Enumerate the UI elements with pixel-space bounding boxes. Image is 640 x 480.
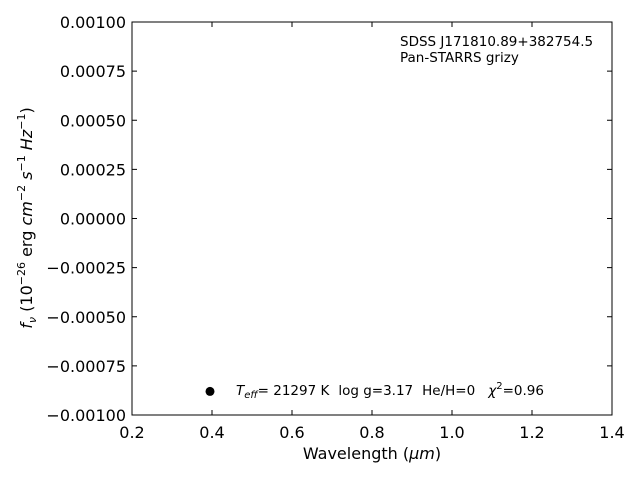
y-label-cm-exp: −2 [15,185,28,201]
x-axis-label: Wavelength (μm) [303,444,441,463]
object-name-label: SDSS J171810.89+382754.5 [400,34,593,50]
y-label-hz-exp: −1 [15,114,28,130]
y-tick-label: 0.00025 [60,160,126,179]
teff-subscript: eff [244,390,259,401]
x-axis-ticks: 0.2 0.4 0.6 0.8 1.0 1.2 1.4 [119,22,625,442]
heh-value: He/H=0 [422,383,475,399]
x-axis-label-main: Wavelength ( [303,444,409,463]
x-tick-label: 0.8 [359,423,384,442]
x-tick-label: 1.4 [599,423,624,442]
y-axis-label: fν (10−26 erg cm−2 s−1 Hz−1) [15,107,39,328]
y-tick-label: −0.00025 [46,259,126,278]
x-tick-label: 0.6 [279,423,304,442]
y-label-hz: Hz [17,129,36,155]
fit-parameters-label: Teff= 21297 K log g=3.17 He/H=0 χ2=0.96 [236,381,544,401]
chi-value: =0.96 [503,383,544,399]
x-axis-label-close: ) [435,444,441,463]
teff-symbol: T [236,383,246,399]
x-tick-label: 0.2 [119,423,144,442]
y-label-symbol-sub: ν [26,317,39,323]
logg-value: log g=3.17 [338,383,413,399]
y-axis-ticks: 0.00100 0.00075 0.00050 0.00025 0.00000 −0.00… [46,13,612,425]
teff-value: = 21297 K [258,383,331,399]
y-label-open: (10 [17,285,36,317]
y-tick-label: −0.00075 [46,357,126,376]
y-label-close: ) [17,107,36,113]
y-label-s: s [17,172,36,185]
y-label-s-exp: −1 [15,155,28,171]
y-label-mid: erg [17,226,36,262]
y-label-cm: cm [17,201,36,225]
x-axis-label-unit: μm [408,444,435,463]
plot-frame [131,21,613,416]
survey-label: Pan-STARRS grizy [400,50,519,66]
chi-symbol: χ [487,383,497,399]
y-tick-label: −0.00050 [46,308,126,327]
data-points [205,386,215,396]
y-tick-label: 0.00075 [60,62,126,81]
y-label-symbol: f [17,321,36,329]
x-tick-label: 1.2 [519,423,544,442]
x-tick-label: 1.0 [439,423,464,442]
x-tick-label: 0.4 [199,423,224,442]
y-tick-label: −0.00100 [46,406,126,425]
y-label-exp1: −26 [15,262,28,285]
y-tick-label: 0.00050 [60,111,126,130]
data-point [205,386,215,396]
chi-exponent: 2 [496,381,502,392]
y-tick-label: 0.00100 [60,13,126,32]
y-tick-label: 0.00000 [60,210,126,229]
